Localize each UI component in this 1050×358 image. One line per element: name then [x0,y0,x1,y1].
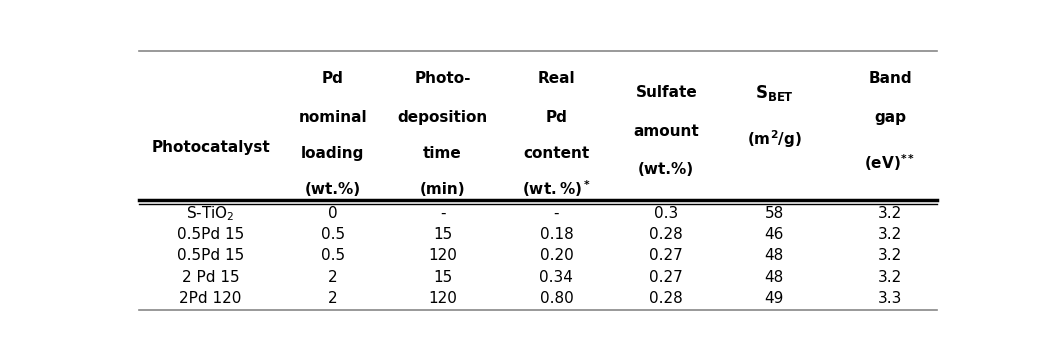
Text: -: - [440,206,445,221]
Text: 2 Pd 15: 2 Pd 15 [182,270,239,285]
Text: 2: 2 [328,270,337,285]
Text: -: - [553,206,560,221]
Text: 48: 48 [764,270,783,285]
Text: Pd: Pd [546,110,567,125]
Text: 48: 48 [764,248,783,263]
Text: 0: 0 [328,206,337,221]
Text: content: content [523,146,589,161]
Text: $\mathbf{S_{BET}}$: $\mathbf{S_{BET}}$ [755,83,794,103]
Text: amount: amount [633,124,699,139]
Text: S-TiO$_2$: S-TiO$_2$ [186,204,235,223]
Text: Photocatalyst: Photocatalyst [151,140,270,155]
Text: Photo-: Photo- [415,71,470,86]
Text: (wt.%): (wt.%) [304,182,361,197]
Text: 3.2: 3.2 [878,270,902,285]
Text: 0.5Pd 15: 0.5Pd 15 [177,248,245,263]
Text: gap: gap [874,110,906,125]
Text: nominal: nominal [298,110,366,125]
Text: time: time [423,146,462,161]
Text: 0.27: 0.27 [649,248,684,263]
Text: 0.34: 0.34 [540,270,573,285]
Text: 3.2: 3.2 [878,227,902,242]
Text: 0.28: 0.28 [649,291,684,306]
Text: 15: 15 [433,227,453,242]
Text: 15: 15 [433,270,453,285]
Text: 0.27: 0.27 [649,270,684,285]
Text: 46: 46 [764,227,783,242]
Text: 2Pd 120: 2Pd 120 [180,291,242,306]
Text: loading: loading [301,146,364,161]
Text: 0.20: 0.20 [540,248,573,263]
Text: 3.3: 3.3 [878,291,902,306]
Text: 0.18: 0.18 [540,227,573,242]
Text: 0.5: 0.5 [320,227,344,242]
Text: Real: Real [538,71,575,86]
Text: Band: Band [868,71,911,86]
Text: deposition: deposition [397,110,487,125]
Text: 49: 49 [764,291,783,306]
Text: $\mathbf{(m^2/g)}$: $\mathbf{(m^2/g)}$ [747,129,801,150]
Text: $\mathbf{(wt.\%)^*}$: $\mathbf{(wt.\%)^*}$ [522,179,591,199]
Text: 3.2: 3.2 [878,248,902,263]
Text: (min): (min) [420,182,465,197]
Text: Sulfate: Sulfate [635,85,697,100]
Text: 0.3: 0.3 [654,206,678,221]
Text: 58: 58 [764,206,783,221]
Text: Pd: Pd [321,71,343,86]
Text: 120: 120 [428,248,457,263]
Text: 0.28: 0.28 [649,227,684,242]
Text: 2: 2 [328,291,337,306]
Text: 0.80: 0.80 [540,291,573,306]
Text: 3.2: 3.2 [878,206,902,221]
Text: $\mathbf{(eV)^{**}}$: $\mathbf{(eV)^{**}}$ [864,153,916,173]
Text: 120: 120 [428,291,457,306]
Text: (wt.%): (wt.%) [638,162,694,177]
Text: 0.5: 0.5 [320,248,344,263]
Text: 0.5Pd 15: 0.5Pd 15 [177,227,245,242]
